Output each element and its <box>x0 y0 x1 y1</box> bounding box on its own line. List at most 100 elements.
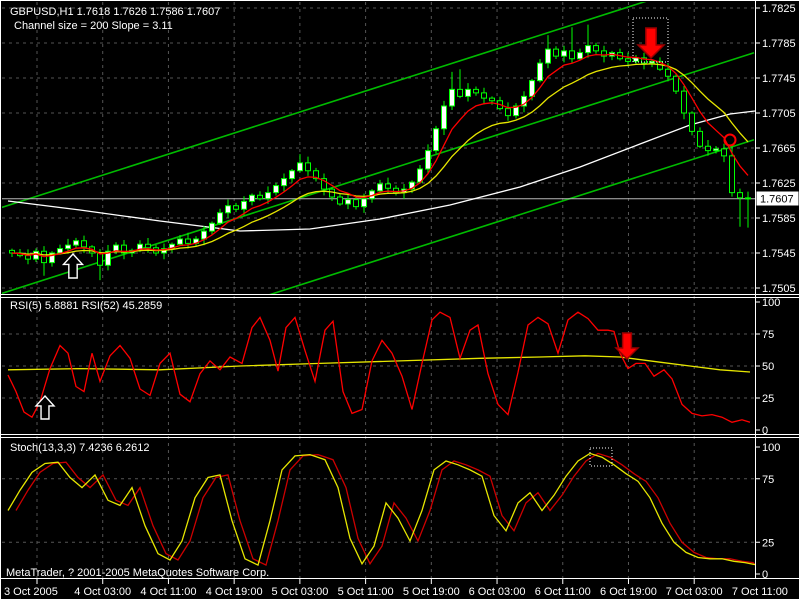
candle <box>305 162 311 172</box>
axis-label: 1.7745 <box>762 73 796 85</box>
candle <box>409 181 415 190</box>
candle <box>737 192 743 199</box>
axis-label: 0 <box>762 425 768 437</box>
red-down-arrow-rsi[interactable] <box>614 332 640 361</box>
candle <box>249 194 255 202</box>
copyright-text: MetaTrader, ? 2001-2005 MetaQuotes Softw… <box>6 567 269 579</box>
axis-label: 1.7585 <box>762 213 796 225</box>
stochastic-indicator-lines <box>7 452 756 567</box>
candle <box>449 88 455 107</box>
candle <box>585 45 591 54</box>
white-up-arrow-main[interactable] <box>61 252 85 279</box>
axis-label: 75 <box>762 474 774 486</box>
candle <box>713 148 719 152</box>
candle <box>433 128 439 152</box>
sell-signal-circle[interactable] <box>723 133 737 147</box>
bid-price-box <box>756 191 799 206</box>
rsi-label: RSI(5) 5.8881 RSI(52) 45.2859 <box>10 300 162 312</box>
axis-label: 1.7785 <box>762 38 796 50</box>
time-axis-label: 6 Oct 11:00 <box>535 586 591 598</box>
candle <box>185 238 191 244</box>
candle <box>457 88 463 97</box>
axis-label: 100 <box>762 442 780 454</box>
candle <box>313 170 319 180</box>
candle <box>745 197 751 200</box>
axis-label: 1.7505 <box>762 283 796 295</box>
candle <box>465 88 471 97</box>
candle <box>257 194 263 200</box>
white-up-arrow-rsi[interactable] <box>34 394 56 420</box>
candle <box>73 240 79 246</box>
candle <box>641 57 647 64</box>
time-axis-label: 6 Oct 03:00 <box>469 586 526 598</box>
candle <box>681 90 687 114</box>
candle <box>81 240 87 248</box>
candle <box>217 212 223 224</box>
time-axis-label: 4 Oct 19:00 <box>206 586 263 598</box>
candle <box>729 155 735 194</box>
candle <box>241 200 247 210</box>
time-axis-label: 7 Oct 03:00 <box>666 586 723 598</box>
candle <box>537 62 543 82</box>
selection-rect-stoch[interactable] <box>589 447 613 467</box>
axis-label: 1.7825 <box>762 3 796 15</box>
candle <box>329 188 335 198</box>
candle <box>177 238 183 245</box>
candle <box>649 60 655 64</box>
selection-rect-main[interactable] <box>632 17 669 63</box>
candle <box>209 222 215 232</box>
candle <box>281 178 287 187</box>
candle <box>25 255 31 260</box>
fast-ma-line <box>11 53 749 258</box>
time-axis-label: 4 Oct 11:00 <box>140 586 196 598</box>
regression-channel-lines[interactable] <box>2 0 755 381</box>
candle <box>97 252 103 266</box>
time-axis-label: 5 Oct 19:00 <box>403 586 460 598</box>
candle <box>353 199 359 208</box>
symbol-ohlc-line: GBPUSD,H1 1.7618 1.7626 1.7586 1.7607 <box>10 6 220 18</box>
rsi-indicator-lines <box>7 311 751 423</box>
candle <box>233 205 239 210</box>
candle <box>505 108 511 117</box>
candle <box>265 192 271 200</box>
time-axis-label: 5 Oct 03:00 <box>271 586 328 598</box>
candle <box>705 145 711 152</box>
candle <box>273 185 279 194</box>
time-axis-label: 7 Oct 11:00 <box>732 586 788 598</box>
candle <box>441 105 447 130</box>
time-axis-label: 6 Oct 19:00 <box>600 586 657 598</box>
chart-annotations[interactable] <box>34 17 737 467</box>
candle <box>225 205 231 214</box>
candle <box>65 244 71 250</box>
channel-line-middle[interactable] <box>2 51 755 295</box>
axis-label: 1.7665 <box>762 143 796 155</box>
axis-labels: 1.7825 1.7785 1.7745 1.7705 1.7665 1.7625 1.75… <box>4 3 796 598</box>
red-down-arrow-main[interactable] <box>636 27 666 60</box>
time-axis-label: 3 Oct 2005 <box>4 586 58 598</box>
candle <box>57 248 63 254</box>
candle <box>553 48 559 57</box>
candle <box>529 80 535 97</box>
axis-label: 1.7705 <box>762 108 796 120</box>
axis-label: 25 <box>762 393 774 405</box>
candle <box>105 250 111 266</box>
candle <box>345 199 351 205</box>
bid-price-label: 1.7607 <box>756 191 799 206</box>
channel-info-line: Channel size = 200 Slope = 3.11 <box>14 20 173 32</box>
candle <box>361 198 367 208</box>
candle <box>593 45 599 52</box>
time-axis-label: 4 Oct 03:00 <box>74 586 131 598</box>
axis-label: 50 <box>762 361 774 373</box>
candle <box>481 92 487 99</box>
candle <box>569 50 575 60</box>
candlestick-layer <box>9 24 751 281</box>
candle <box>665 68 671 77</box>
candle <box>377 183 383 192</box>
mid-ma-line <box>11 63 749 256</box>
channel-line-lower[interactable] <box>2 138 755 381</box>
candle <box>513 105 519 117</box>
channel-line-upper[interactable] <box>2 0 754 209</box>
candle <box>697 130 703 147</box>
